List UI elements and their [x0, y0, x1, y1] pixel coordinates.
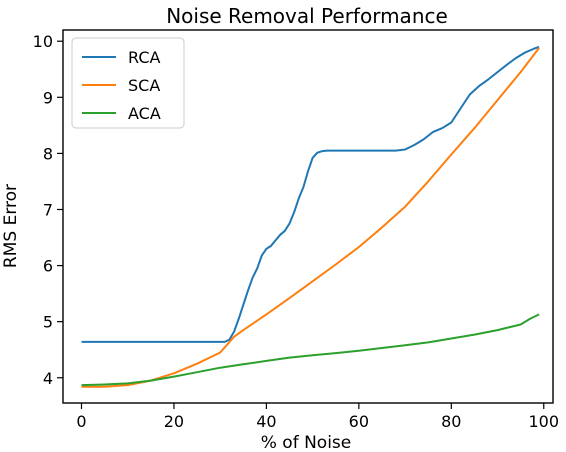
x-tick-label: 40	[256, 412, 276, 431]
legend-box	[71, 37, 185, 129]
tick-group: 0 20 40 60 80 100 4 5 6 7 8 9 10	[33, 32, 559, 431]
y-tick-label: 6	[43, 257, 53, 276]
chart-title: Noise Removal Performance	[166, 4, 448, 28]
legend-label-rca: RCA	[128, 48, 160, 67]
series-line-sca	[81, 47, 540, 388]
y-tick-label: 7	[43, 200, 53, 219]
y-tick-label: 9	[43, 88, 53, 107]
legend-label-aca: ACA	[128, 104, 161, 123]
plot-area	[62, 29, 554, 404]
x-tick-label: 80	[441, 412, 461, 431]
x-tick-label: 0	[76, 412, 86, 431]
y-tick-label: 10	[33, 32, 53, 51]
x-tick-label: 60	[349, 412, 369, 431]
y-tick-label: 5	[43, 313, 53, 332]
legend-label-sca: SCA	[128, 76, 160, 95]
series-line-aca	[81, 313, 540, 387]
series-line-rca	[81, 45, 540, 343]
x-axis-label: % of Noise	[261, 433, 352, 452]
series-group	[81, 45, 540, 388]
legend: RCA SCA ACA	[71, 37, 185, 129]
y-tick-label: 8	[43, 144, 53, 163]
y-axis-label: RMS Error	[1, 184, 21, 268]
y-tick-label: 4	[43, 369, 53, 388]
x-tick-label: 100	[528, 412, 559, 431]
x-tick-label: 20	[164, 412, 184, 431]
